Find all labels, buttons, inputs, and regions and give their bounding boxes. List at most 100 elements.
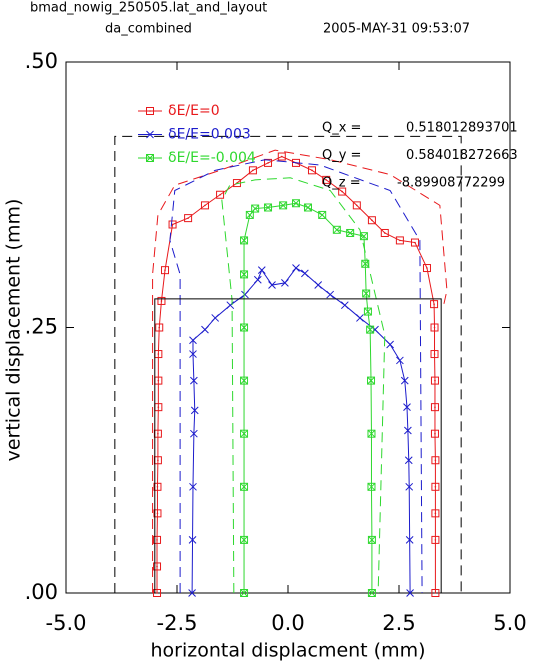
marker-cross [240,429,248,438]
data-point [318,210,327,219]
marker-box [363,307,372,316]
data-point [190,376,198,385]
data-point [340,301,349,310]
data-point [264,203,273,212]
data-point [346,228,355,237]
marker-dot [434,406,436,408]
data-point [405,482,414,491]
x-tick-label: 5.0 [493,611,526,635]
series-line [154,298,442,593]
data-point [430,350,439,359]
marker-box [431,456,440,465]
marker-cross [251,204,259,213]
marker-cross [240,236,248,245]
marker-box [251,204,260,213]
marker-cross [364,307,372,316]
marker-box [146,107,154,115]
data-point [431,535,440,544]
marker-dot [252,169,254,172]
data-point [153,482,162,491]
data-point [155,323,164,332]
marker-dot [341,190,343,193]
data-point [431,482,440,491]
marker-cross [146,130,154,139]
marker-dot [399,239,401,242]
marker-cross [368,536,376,544]
marker-box [332,225,341,234]
marker-dot [383,232,386,234]
marker-cross [257,266,266,275]
data-point [251,204,260,213]
marker-cross [340,301,349,310]
series-line [191,267,411,594]
data-point [431,589,440,597]
data-point [404,426,412,435]
marker-box [240,323,249,332]
data-point [314,281,323,289]
marker-box [240,270,249,279]
marker-cross [245,211,254,219]
annotation-value: -8.89908772299 [397,176,505,191]
marker-box [153,589,162,597]
data-point [248,166,257,175]
marker-cross [189,336,197,345]
data-point [201,325,209,334]
data-point [359,232,368,241]
marker-dot [414,241,416,244]
data-point [431,456,440,465]
marker-cross [405,536,414,544]
marker-cross [404,456,413,465]
data-point [241,290,249,299]
data-point [405,536,414,544]
marker-dot [311,169,313,172]
marker-cross [146,154,154,162]
data-point [168,220,177,229]
data-point [367,216,376,225]
y-tick-label: .50 [25,49,58,73]
data-point [380,228,389,237]
marker-box [367,216,376,225]
marker-cross [326,290,335,299]
marker-cross [292,199,300,208]
marker-box [240,535,249,544]
data-point [292,264,300,272]
marker-dot [158,326,161,329]
marker-cross [367,482,376,491]
marker-cross [386,340,394,349]
marker-dot [157,406,160,408]
legend-marker [146,107,154,115]
marker-cross [240,482,248,491]
marker-dot [204,204,206,207]
marker-cross [279,201,287,210]
marker-cross [188,589,196,597]
data-point [400,376,409,385]
data-point [367,535,376,544]
marker-dot [267,162,269,164]
marker-cross [240,536,248,544]
data-point [431,509,440,518]
marker-box [352,201,361,210]
data-point [362,289,371,298]
header-plot: da_combined [105,22,192,37]
series-line [169,159,423,594]
marker-box [346,228,355,237]
marker-cross [188,536,197,544]
data-point [226,301,235,310]
data-point [403,403,411,412]
data-point [291,199,300,208]
data-point [211,314,220,322]
data-point [281,279,289,287]
marker-cross [189,482,197,491]
marker-box [422,264,431,273]
data-point [184,214,193,223]
marker-box [431,535,440,544]
y-tick-label: .25 [25,315,58,339]
annotation-key: Q_x = [322,121,361,136]
data-point [326,290,335,299]
data-point [386,340,394,349]
data-point [430,429,439,438]
data-point [367,482,376,491]
marker-cross [400,376,409,385]
plot-frame [65,61,511,594]
